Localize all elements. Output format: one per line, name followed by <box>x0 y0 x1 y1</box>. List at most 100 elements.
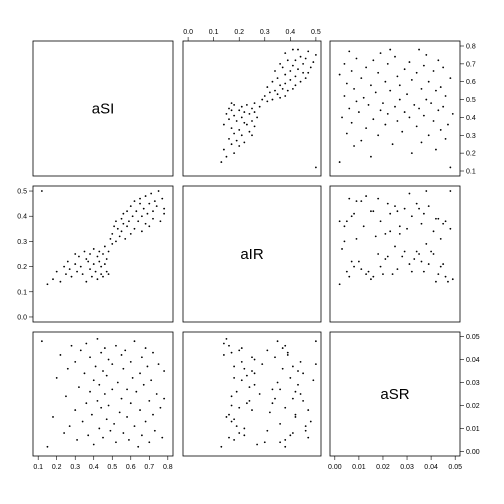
data-point <box>240 134 243 137</box>
data-point <box>355 100 358 103</box>
data-point <box>427 134 430 137</box>
data-point <box>391 143 394 146</box>
data-point <box>243 427 246 430</box>
data-point <box>279 62 282 65</box>
data-point <box>413 258 416 260</box>
data-point <box>276 381 279 384</box>
data-point <box>248 386 251 389</box>
data-point <box>222 148 225 151</box>
data-point <box>299 80 302 83</box>
data-point <box>46 445 49 448</box>
data-point <box>297 383 299 386</box>
data-point <box>314 340 317 343</box>
data-point <box>63 432 66 434</box>
x-tick-label: 0.3 <box>260 29 270 36</box>
data-point <box>245 374 248 377</box>
data-point <box>284 95 287 97</box>
y-tick-label: 0.2 <box>17 264 27 271</box>
data-point <box>408 116 411 119</box>
data-point <box>304 57 307 60</box>
panel-aSI-aSR <box>329 40 461 177</box>
data-point <box>89 253 91 255</box>
x-axis-aSI: 0.1 0.2 0.3 0.4 0.5 0.6 0.7 0.8 <box>33 456 173 471</box>
data-point <box>98 383 101 386</box>
data-point <box>228 118 230 121</box>
data-point <box>253 358 256 361</box>
data-point <box>353 212 355 215</box>
data-point <box>415 202 418 205</box>
data-point <box>274 397 276 400</box>
data-point <box>451 278 454 281</box>
data-point <box>299 55 302 58</box>
data-point <box>357 260 360 263</box>
data-point <box>284 52 287 55</box>
data-point <box>89 390 91 393</box>
data-point <box>279 84 282 87</box>
data-point <box>304 429 307 432</box>
data-point <box>447 280 449 283</box>
data-point <box>235 139 238 142</box>
data-point <box>297 370 299 372</box>
data-point <box>291 87 294 90</box>
data-point <box>420 87 423 90</box>
panel-frame <box>32 185 174 323</box>
data-point <box>148 202 151 205</box>
data-point <box>52 416 54 418</box>
data-point <box>425 98 428 101</box>
data-point <box>294 413 297 416</box>
data-point <box>394 205 396 208</box>
data-point <box>437 109 440 112</box>
data-point <box>410 215 413 218</box>
data-point <box>408 192 411 195</box>
data-point <box>286 354 289 356</box>
data-point <box>314 54 317 56</box>
data-point <box>403 68 406 71</box>
data-point <box>415 250 418 253</box>
data-point <box>279 388 282 391</box>
data-point <box>299 360 302 363</box>
data-point <box>348 50 351 53</box>
data-point <box>129 232 132 235</box>
data-point <box>365 195 368 197</box>
data-point <box>122 367 125 370</box>
data-point <box>279 441 282 444</box>
data-point <box>230 109 233 112</box>
data-point <box>312 61 315 63</box>
data-point <box>230 404 233 407</box>
data-point <box>355 237 358 240</box>
x-tick-label: 0.4 <box>89 464 99 471</box>
data-point <box>297 48 299 51</box>
data-point <box>362 225 365 228</box>
data-point <box>118 411 121 414</box>
data-point <box>302 62 305 65</box>
data-point <box>96 278 99 281</box>
panels: aSI aIR aSR <box>32 40 461 457</box>
data-point <box>437 273 440 276</box>
data-point <box>274 89 276 92</box>
data-point <box>90 413 93 416</box>
data-point <box>253 383 256 386</box>
data-point <box>92 263 95 265</box>
data-point <box>261 363 264 366</box>
data-point <box>449 190 452 192</box>
data-point <box>235 425 238 428</box>
data-point <box>105 374 108 377</box>
data-point <box>302 71 305 74</box>
data-point <box>444 95 447 97</box>
data-point <box>449 227 452 230</box>
data-point <box>78 255 80 258</box>
data-point <box>345 82 348 85</box>
data-point <box>109 429 112 432</box>
data-point <box>129 205 132 208</box>
data-point <box>365 273 368 276</box>
data-point <box>299 393 302 395</box>
data-point <box>307 409 310 411</box>
data-point <box>343 62 346 65</box>
data-point <box>120 230 123 233</box>
data-point <box>235 390 238 393</box>
data-point <box>133 340 136 343</box>
x-tick-label: 0.05 <box>448 464 462 471</box>
data-point <box>302 372 305 375</box>
data-point <box>271 402 274 405</box>
data-point <box>243 111 246 113</box>
